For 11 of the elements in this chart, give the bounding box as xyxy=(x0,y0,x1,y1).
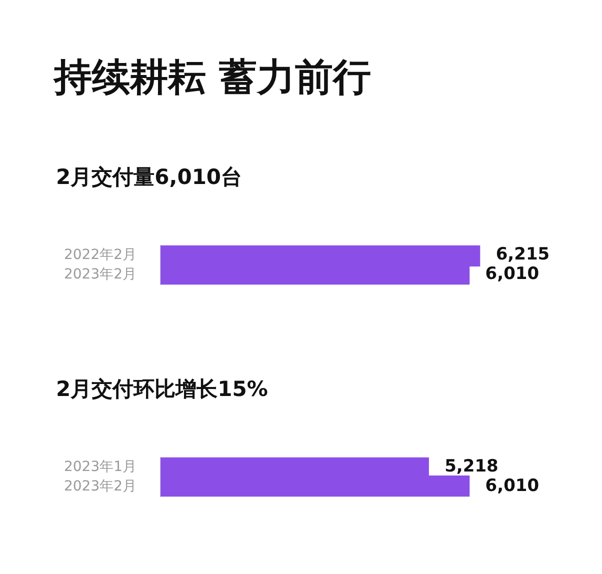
data-label: 6,215 xyxy=(496,244,550,265)
chart-title: 持续耕耘 蓄力前行 xyxy=(54,54,372,101)
y-tick-label: 2023年2月 xyxy=(64,266,137,282)
y-tick-label: 2023年1月 xyxy=(64,458,137,475)
data-label: 6,010 xyxy=(485,476,540,496)
data-label: 6,010 xyxy=(485,264,540,284)
data-label: 5,218 xyxy=(444,456,498,477)
chart-subtitle: 2月交付量6,010台 xyxy=(56,164,244,191)
chart-title: 2月交付环比增长15% xyxy=(56,376,269,403)
y-tick-label: 2022年2月 xyxy=(64,246,137,263)
y-tick-label: 2023年2月 xyxy=(64,478,137,494)
